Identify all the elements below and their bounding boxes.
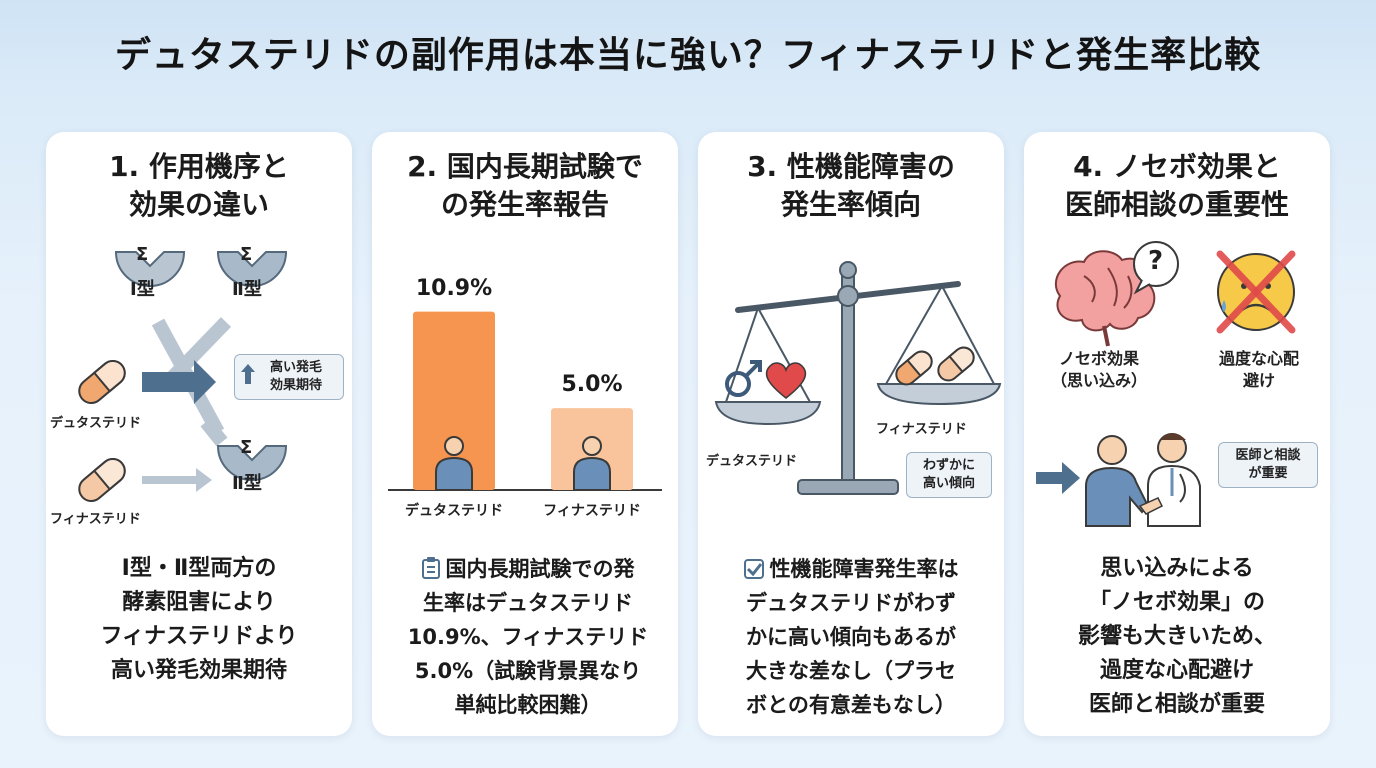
- question-mark: ?: [1148, 246, 1164, 276]
- question-bubble-icon: [1133, 241, 1179, 295]
- brain-icon: [1054, 250, 1156, 347]
- effect-callout: 高い発毛 効果期待: [234, 354, 344, 400]
- card-incidence-report: 2. 国内長期試験で の発生率報告 10.9% デュタステリド 5.0% フィナステリ…: [372, 132, 678, 736]
- card-body-text: 思い込みによる 「ノセボ効果」の 影響も大きいため、 過度な心配避け 医師と相談…: [1077, 556, 1276, 717]
- male-symbol-icon: [725, 360, 762, 397]
- dutasteride-capsule-icon: [78, 360, 126, 404]
- title-banner: デュタステリドの副作用は本当に強い？フィナステリドと発生率比較: [0, 0, 1376, 100]
- right-arrow-icon: [1036, 462, 1080, 494]
- consult-callout: 医師と相談 が重要: [1218, 442, 1318, 488]
- enzyme-type1-icon: [114, 251, 186, 287]
- bar-category-label: フィナステリド: [543, 503, 641, 519]
- heart-icon: [765, 362, 807, 399]
- capsule-icon: [895, 350, 933, 386]
- up-arrow-icon: [241, 364, 255, 384]
- card-title: 3. 性機能障害の 発生率傾向: [747, 150, 955, 221]
- person-icon: [573, 436, 611, 491]
- strong-arrow-icon: [142, 360, 216, 404]
- cross-mark-icon: [1216, 250, 1296, 334]
- finasteride-label: フィナステリド: [50, 512, 141, 527]
- card-body-text: Ⅰ型・Ⅱ型両方の 酵素阻害により フィナステリドより 高い発毛効果期待: [100, 556, 298, 683]
- enzyme-type2-label: Ⅱ型: [232, 473, 262, 494]
- person-icon: [435, 436, 473, 491]
- dutasteride-label: デュタステリド: [50, 416, 142, 431]
- finasteride-label: フィナステリド: [876, 422, 967, 437]
- bar: [413, 311, 495, 490]
- nocebo-label: ノセボ効果 （思い込み）: [1050, 349, 1147, 390]
- bar-chart-svg: [388, 311, 662, 491]
- mechanism-diagram: [78, 251, 288, 502]
- card-sexual-dysfunction: 3. 性機能障害の 発生率傾向: [698, 132, 1004, 736]
- card-title: 2. 国内長期試験で の発生率報告: [407, 150, 643, 221]
- enzyme-type2-icon: [216, 445, 288, 481]
- capsule-icon: [937, 346, 975, 382]
- finasteride-capsule-icon: [78, 458, 126, 502]
- dutasteride-label: デュタステリド: [706, 454, 798, 469]
- sigma-label: Σ: [136, 244, 149, 265]
- sigma-label: Σ: [240, 437, 253, 458]
- bar-value-label: 5.0%: [561, 372, 623, 398]
- card-nocebo: 4. ノセボ効果と 医師相談の重要性: [1024, 132, 1330, 736]
- clipboard-icon: [421, 557, 440, 579]
- card-title: 1. 作用機序と 効果の違い: [109, 150, 289, 221]
- balance-scale-icon: [714, 261, 1002, 495]
- enzyme-type2-label: Ⅱ型: [232, 279, 262, 300]
- checkbox-icon: [743, 559, 764, 579]
- bar-value-label: 10.9%: [415, 275, 493, 301]
- worry-label: 過度な心配 避け: [1218, 349, 1299, 390]
- enzyme-type2-icon: [216, 251, 288, 287]
- bar-category-label: デュタステリド: [405, 503, 503, 519]
- doctor-icon: [1138, 433, 1201, 527]
- sigma-label: Σ: [240, 244, 253, 265]
- weak-arrow-icon: [142, 468, 212, 492]
- card-body-text: 国内長期試験での発 生率はデュタステリド 10.9%、フィナステリド 5.0%（…: [407, 557, 649, 717]
- patient-icon: [1085, 435, 1150, 527]
- card-title: 4. ノセボ効果と 医師相談の重要性: [1064, 150, 1289, 221]
- tendency-callout: わずかに 高い傾向: [906, 452, 992, 498]
- card-mechanism: 1. 作用機序と 効果の違い Σ Σ Σ: [46, 132, 352, 736]
- nocebo-illustration: [1036, 241, 1296, 527]
- enzyme-type1-label: Ⅰ型: [130, 279, 155, 300]
- card-body-text: 性機能障害発生率は デュタステリドがわず かに高い傾向もあるが 大きな差なし（プ…: [708, 552, 994, 722]
- page-title: デュタステリドの副作用は本当に強い？フィナステリドと発生率比較: [114, 35, 1262, 76]
